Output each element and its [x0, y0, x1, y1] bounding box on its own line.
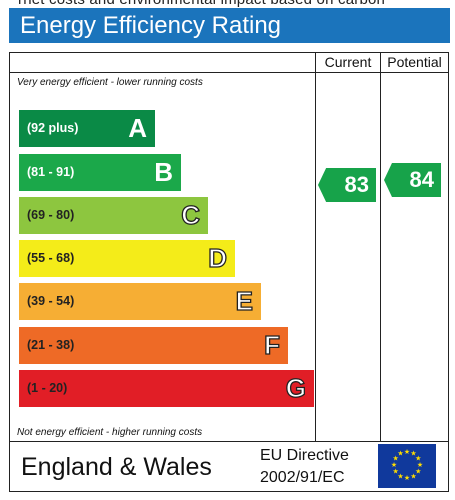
svg-text:★: ★: [404, 474, 410, 482]
svg-text:★: ★: [393, 455, 399, 463]
header-divider: [9, 72, 449, 73]
band-range: (92 plus): [27, 121, 79, 135]
svg-text:★: ★: [415, 455, 421, 463]
band-range: (55 - 68): [27, 251, 75, 265]
potential-column-divider: [380, 52, 381, 441]
band-f: (21 - 38) F: [19, 327, 288, 364]
band-c: (69 - 80) C: [19, 197, 208, 234]
potential-rating-arrow: 84: [384, 163, 441, 197]
eu-stars-icon: ★ ★ ★ ★ ★ ★ ★ ★ ★ ★ ★ ★: [391, 448, 423, 482]
top-note: Very energy efficient - lower running co…: [17, 77, 203, 88]
svg-text:★: ★: [410, 472, 416, 480]
current-column-header: Current: [324, 54, 372, 70]
svg-text:★: ★: [415, 468, 421, 476]
band-range: (69 - 80): [27, 208, 75, 222]
current-rating-value: 83: [344, 172, 369, 197]
band-letter: E: [235, 285, 254, 316]
band-range: (1 - 20): [27, 381, 68, 395]
current-rating-arrow: 83: [318, 168, 376, 202]
svg-text:★: ★: [417, 461, 423, 469]
band-letter: G: [285, 372, 307, 403]
svg-text:★: ★: [391, 461, 397, 469]
band-b: (81 - 91) B: [19, 154, 181, 191]
current-column-divider: [315, 52, 316, 441]
band-letter: F: [263, 329, 280, 360]
band-g: (1 - 20) G: [19, 370, 314, 407]
svg-text:★: ★: [393, 468, 399, 476]
directive-line-1: EU Directive: [260, 447, 349, 464]
band-range: (39 - 54): [27, 294, 75, 308]
eu-flag-icon: ★ ★ ★ ★ ★ ★ ★ ★ ★ ★ ★ ★: [378, 444, 436, 488]
svg-text:★: ★: [410, 450, 416, 458]
cut-off-header-text: rnet costs and environmental impact base…: [18, 0, 385, 8]
band-letter: C: [181, 199, 201, 230]
region-label: England & Wales: [21, 453, 212, 481]
band-d: (55 - 68) D: [19, 240, 235, 277]
potential-column-header: Potential: [387, 54, 442, 70]
svg-text:★: ★: [397, 450, 403, 458]
svg-text:★: ★: [397, 472, 403, 480]
band-letter: A: [128, 113, 147, 143]
title-bar: Energy Efficiency Rating: [9, 8, 450, 43]
potential-rating-value: 84: [409, 167, 434, 192]
directive-line-2: 2002/91/EC: [260, 469, 345, 486]
band-letter: D: [208, 242, 228, 273]
page-title: Energy Efficiency Rating: [20, 12, 282, 39]
svg-text:★: ★: [404, 448, 410, 456]
rating-frame: [9, 52, 449, 492]
footer-divider: [9, 441, 449, 442]
bottom-note: Not energy efficient - higher running co…: [17, 427, 203, 438]
band-range: (21 - 38): [27, 338, 75, 352]
band-range: (81 - 91): [27, 165, 75, 179]
band-a: (92 plus) A: [19, 110, 155, 147]
band-e: (39 - 54) E: [19, 283, 261, 320]
band-letter: B: [154, 157, 173, 187]
